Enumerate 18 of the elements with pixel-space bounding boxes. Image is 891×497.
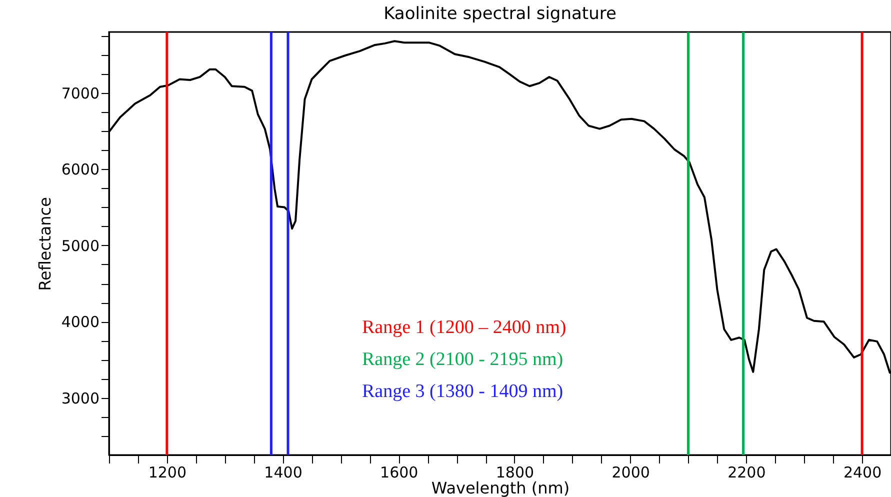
- y-tick-label: 4000: [61, 313, 100, 332]
- x-tick-label: 2000: [612, 464, 650, 482]
- x-axis-title: Wavelength (nm): [431, 478, 570, 497]
- y-tick-label: 6000: [61, 160, 100, 179]
- ref-line-label: Range 1 (1200 – 2400 nm): [362, 317, 566, 338]
- y-tick-label: 5000: [61, 236, 100, 255]
- ref-line-label: Range 2 (2100 - 2195 nm): [362, 349, 564, 370]
- y-tick-label: 7000: [61, 84, 100, 102]
- x-tick-label: 1200: [148, 464, 187, 482]
- chart-title: Kaolinite spectral signature: [384, 4, 616, 24]
- x-tick-label: 2200: [728, 464, 766, 482]
- x-tick-label: 1400: [264, 464, 302, 482]
- y-tick-label: 3000: [61, 389, 100, 408]
- x-tick-label: 1800: [496, 464, 534, 482]
- ref-line-label: Range 3 (1380 - 1409 nm): [362, 381, 564, 402]
- x-tick-label: 1600: [380, 464, 418, 482]
- y-axis-title: Reflectance: [35, 197, 54, 291]
- x-tick-label: 2400: [843, 464, 882, 482]
